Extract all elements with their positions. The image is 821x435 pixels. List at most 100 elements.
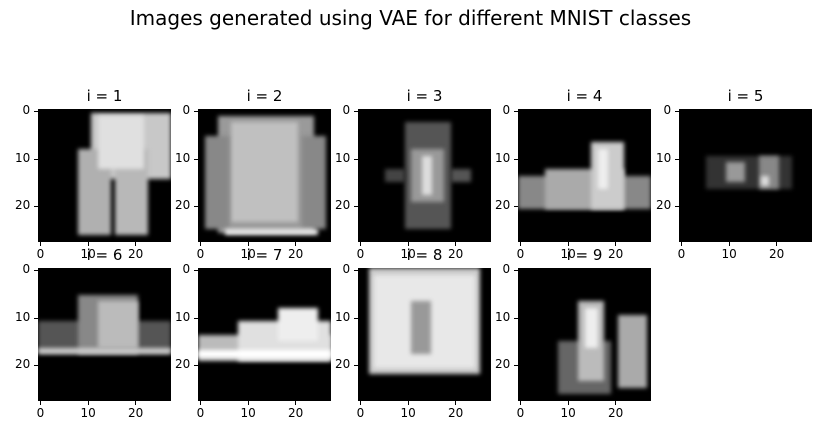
generated-image [38, 109, 171, 242]
x-tick [135, 242, 137, 246]
image-blob [617, 314, 647, 388]
x-tick-label: 0 [516, 247, 525, 261]
image-blob [384, 168, 405, 183]
x-tick-label: 20 [447, 406, 464, 420]
x-tick [567, 401, 569, 405]
y-tick-label: 0 [22, 262, 31, 277]
x-tick [455, 242, 457, 246]
y-tick [34, 365, 38, 367]
subplot-title: i = 4 [566, 87, 603, 105]
subplot-title: i = 3 [406, 87, 443, 105]
y-tick [34, 206, 38, 208]
y-tick [514, 270, 518, 272]
image-blob [597, 148, 609, 189]
x-tick-label: 20 [127, 247, 144, 261]
x-tick [776, 242, 778, 246]
image-blob [451, 168, 472, 183]
x-tick-label: 10 [240, 406, 256, 420]
x-tick [87, 401, 89, 405]
generated-image [679, 109, 812, 242]
y-tick-label: 10 [175, 309, 191, 324]
y-tick [354, 365, 358, 367]
x-tick [247, 242, 249, 246]
figure-title: Images generated using VAE for different… [129, 6, 692, 30]
image-blob [231, 122, 298, 223]
y-tick-label: 20 [495, 198, 511, 213]
image-blob [421, 155, 433, 196]
y-tick-label: 10 [656, 150, 672, 165]
generated-image [358, 109, 491, 242]
x-tick-label: 20 [607, 247, 624, 261]
image-blob [725, 162, 746, 183]
x-tick-label: 10 [240, 247, 256, 261]
image-blob [301, 135, 326, 229]
y-tick [675, 158, 679, 160]
y-tick-label: 20 [15, 357, 31, 372]
y-tick-label: 0 [663, 103, 672, 118]
y-tick [514, 365, 518, 367]
image-blob [204, 135, 229, 229]
x-tick [681, 242, 683, 246]
y-tick-label: 10 [335, 150, 351, 165]
y-tick [514, 317, 518, 319]
y-tick-label: 0 [342, 262, 351, 277]
generated-image [198, 109, 331, 242]
x-tick [360, 242, 362, 246]
image-blob [97, 301, 138, 348]
image-blob [584, 307, 598, 348]
image-blob [761, 175, 770, 187]
x-tick-label: 0 [36, 406, 45, 420]
subplot-title: i = 5 [727, 87, 764, 105]
x-tick [247, 401, 249, 405]
x-tick [615, 401, 617, 405]
x-tick [360, 401, 362, 405]
y-tick-label: 20 [335, 357, 351, 372]
x-tick [87, 242, 89, 246]
x-tick-label: 20 [287, 406, 304, 420]
y-tick [34, 270, 38, 272]
y-tick [34, 111, 38, 113]
y-tick-label: 20 [495, 357, 511, 372]
x-tick-label: 10 [560, 406, 576, 420]
generated-image [518, 109, 651, 242]
y-tick [194, 365, 198, 367]
image-blob [277, 307, 318, 342]
generated-image [358, 268, 491, 401]
x-tick-label: 10 [400, 247, 416, 261]
y-tick [675, 206, 679, 208]
x-tick [520, 401, 522, 405]
x-tick-label: 0 [36, 247, 45, 261]
x-tick [615, 242, 617, 246]
x-tick-label: 20 [287, 247, 304, 261]
y-tick-label: 0 [502, 103, 511, 118]
image-blob [705, 155, 793, 189]
x-tick-label: 0 [356, 406, 365, 420]
subplot-title: i = 2 [246, 87, 283, 105]
y-tick-label: 20 [175, 198, 191, 213]
y-tick-label: 0 [342, 103, 351, 118]
y-tick [194, 270, 198, 272]
x-tick [200, 242, 202, 246]
image-blob [38, 347, 171, 355]
image-blob [97, 115, 145, 169]
x-tick [567, 242, 569, 246]
x-tick-label: 0 [516, 406, 525, 420]
generated-image [38, 268, 171, 401]
x-tick-label: 0 [196, 406, 205, 420]
y-tick [354, 270, 358, 272]
x-tick [407, 401, 409, 405]
x-tick-label: 10 [560, 247, 576, 261]
y-tick-label: 10 [15, 150, 31, 165]
x-tick [295, 401, 297, 405]
x-tick-label: 10 [80, 406, 96, 420]
y-tick [194, 317, 198, 319]
y-tick-label: 10 [15, 309, 31, 324]
y-tick-label: 20 [335, 198, 351, 213]
y-tick [514, 206, 518, 208]
x-tick-label: 10 [400, 406, 416, 420]
subplot-title: i = 8 [406, 246, 443, 264]
x-tick [455, 401, 457, 405]
y-tick [514, 111, 518, 113]
y-tick [194, 158, 198, 160]
x-tick [520, 242, 522, 246]
